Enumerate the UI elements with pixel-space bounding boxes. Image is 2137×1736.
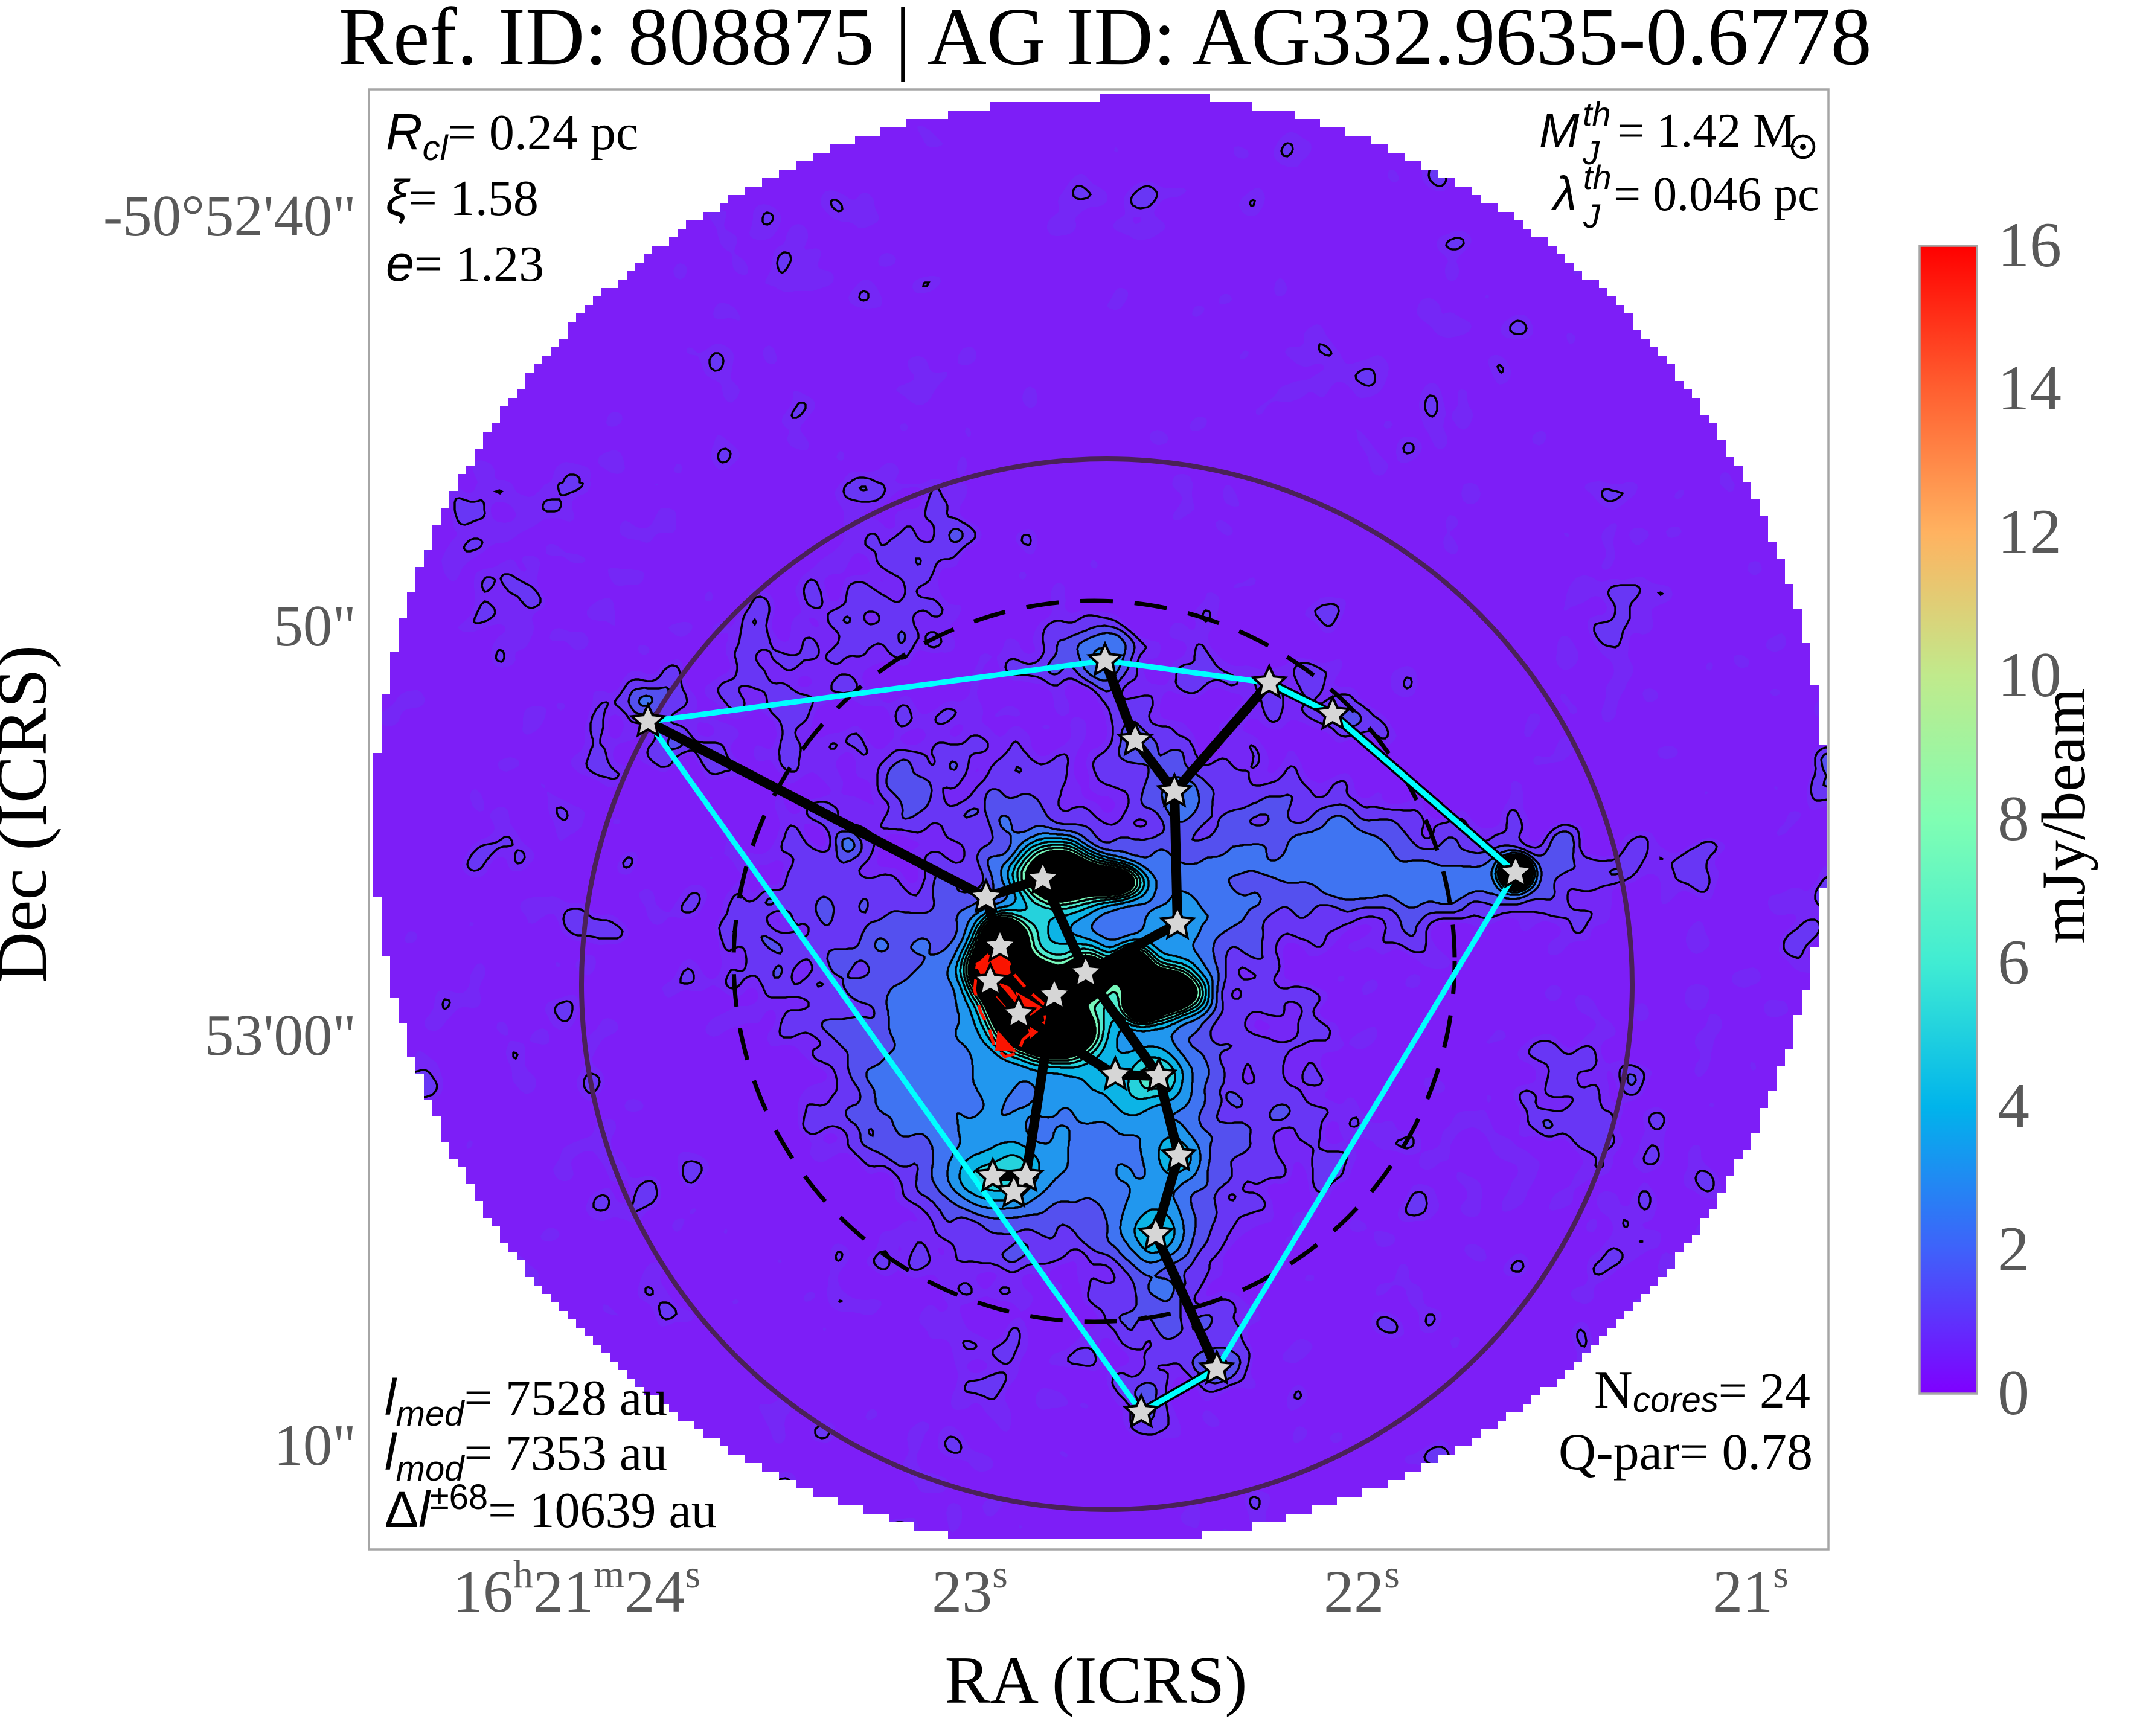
svg-text:Q-par= 0.78: Q-par= 0.78 xyxy=(1559,1423,1813,1481)
svg-text:mJy/beam: mJy/beam xyxy=(2030,688,2098,943)
svg-text:= 24: = 24 xyxy=(1719,1363,1810,1419)
svg-text:N: N xyxy=(1594,1361,1633,1420)
svg-text:ξ= 1.58: ξ= 1.58 xyxy=(386,169,539,226)
svg-text:RA (ICRS): RA (ICRS) xyxy=(945,1643,1248,1718)
svg-text:-50°52'40": -50°52'40" xyxy=(103,184,356,248)
svg-text:0: 0 xyxy=(1998,1357,2030,1428)
svg-text:14: 14 xyxy=(1998,353,2062,423)
svg-text:J: J xyxy=(1582,133,1600,171)
svg-text:M: M xyxy=(1539,103,1580,157)
svg-text:Ref. ID: 808875 | AG ID: AG332: Ref. ID: 808875 | AG ID: AG332.9635-0.67… xyxy=(338,0,1871,82)
svg-text:4: 4 xyxy=(1998,1071,2030,1141)
svg-text:2: 2 xyxy=(1998,1214,2030,1284)
svg-text:th: th xyxy=(1583,95,1611,133)
svg-text:= 1.42 M: = 1.42 M xyxy=(1617,104,1796,158)
svg-text:e= 1.23: e= 1.23 xyxy=(386,235,544,292)
svg-text:Δl±68= 10639 au: Δl±68= 10639 au xyxy=(385,1478,717,1539)
svg-text:Dec (ICRS): Dec (ICRS) xyxy=(0,645,62,983)
svg-text:16: 16 xyxy=(1998,210,2062,280)
svg-text:53'00": 53'00" xyxy=(205,1003,356,1068)
svg-text:lmod= 7353 au: lmod= 7353 au xyxy=(385,1424,667,1488)
svg-text:21s: 21s xyxy=(1712,1552,1789,1625)
svg-text:12: 12 xyxy=(1998,496,2062,567)
svg-text:= 0.046 pc: = 0.046 pc xyxy=(1613,168,1819,221)
svg-text:th: th xyxy=(1583,158,1612,196)
svg-text:50": 50" xyxy=(274,594,356,658)
svg-text:16h21m24s: 16h21m24s xyxy=(453,1552,700,1625)
svg-text:J: J xyxy=(1583,197,1601,235)
svg-text:23s: 23s xyxy=(932,1552,1008,1625)
svg-text:6: 6 xyxy=(1998,927,2030,998)
svg-text:λ: λ xyxy=(1551,167,1577,220)
svg-text:10: 10 xyxy=(1998,639,2062,710)
svg-text:cores: cores xyxy=(1633,1380,1719,1420)
svg-text:10": 10" xyxy=(274,1413,356,1478)
svg-text:8: 8 xyxy=(1998,783,2030,854)
